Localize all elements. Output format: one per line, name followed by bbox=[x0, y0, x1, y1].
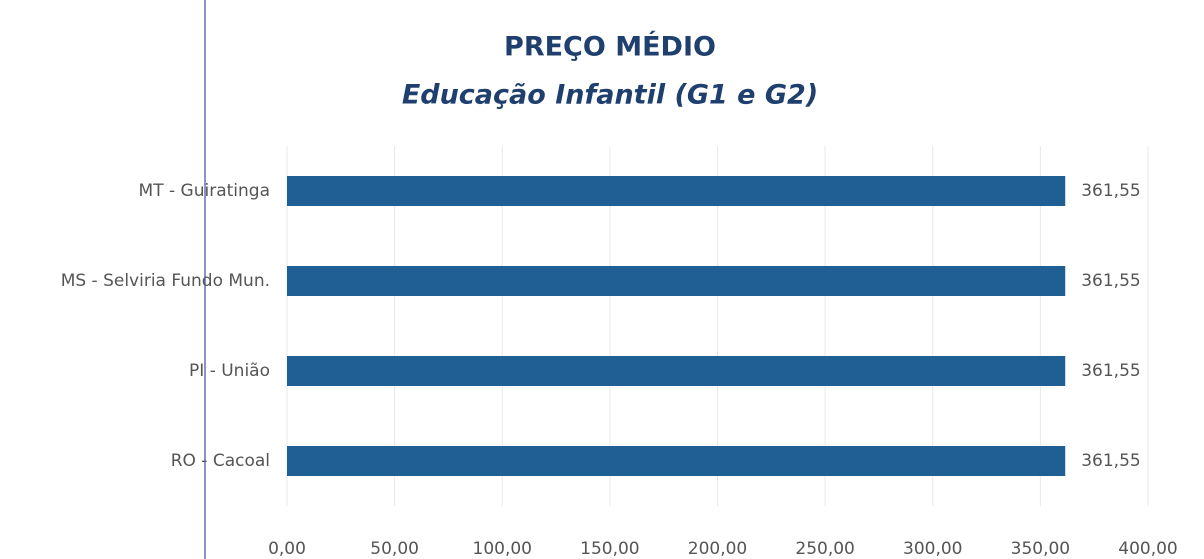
bar bbox=[287, 446, 1066, 476]
x-tick-label: 350,00 bbox=[1011, 539, 1070, 559]
x-tick-label: 0,00 bbox=[268, 539, 306, 559]
chart-subtitle: Educação Infantil (G1 e G2) bbox=[402, 80, 818, 111]
data-label: 361,55 bbox=[1081, 361, 1140, 381]
data-label: 361,55 bbox=[1081, 271, 1140, 291]
data-label: 361,55 bbox=[1081, 451, 1140, 471]
y-tick-label: PI - União bbox=[189, 361, 270, 381]
bar bbox=[287, 266, 1066, 296]
x-tick-label: 250,00 bbox=[795, 539, 854, 559]
chart-title: PREÇO MÉDIO bbox=[504, 31, 716, 63]
y-tick-label: RO - Cacoal bbox=[171, 451, 270, 471]
y-tick-label: MS - Selviria Fundo Mun. bbox=[61, 271, 270, 291]
x-tick-label: 100,00 bbox=[473, 539, 532, 559]
y-tick-label: MT - Guiratinga bbox=[139, 181, 270, 201]
bar bbox=[287, 356, 1066, 386]
data-label: 361,55 bbox=[1081, 181, 1140, 201]
x-tick-label: 200,00 bbox=[688, 539, 747, 559]
x-tick-label: 400,00 bbox=[1118, 539, 1177, 559]
x-tick-label: 150,00 bbox=[580, 539, 639, 559]
x-tick-label: 50,00 bbox=[370, 539, 419, 559]
x-tick-label: 300,00 bbox=[903, 539, 962, 559]
bar bbox=[287, 176, 1066, 206]
